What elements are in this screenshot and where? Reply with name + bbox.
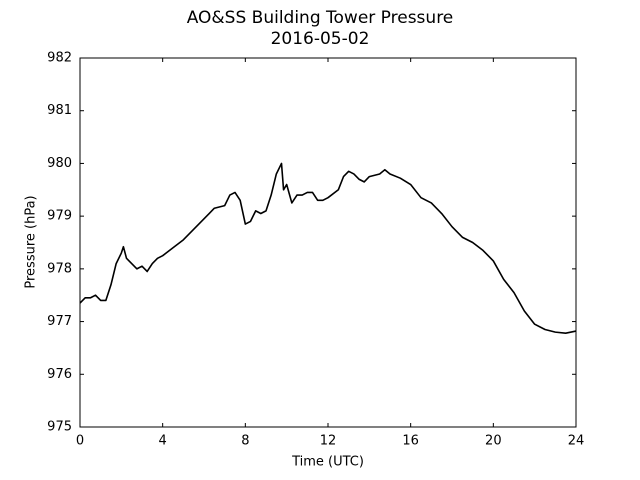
x-tick-label: 16	[402, 434, 419, 449]
y-axis-label: Pressure (hPa)	[24, 195, 39, 288]
chart-title: AO&SS Building Tower Pressure	[187, 8, 454, 28]
y-tick-label: 975	[47, 420, 72, 435]
chart-subtitle: 2016-05-02	[271, 29, 370, 49]
y-tick-label: 977	[47, 314, 72, 329]
data-line	[79, 162, 577, 334]
x-tick-label: 12	[320, 434, 337, 449]
y-tick-label: 979	[47, 209, 72, 224]
x-tick-label: 4	[159, 434, 167, 449]
x-tick-label: 8	[241, 434, 249, 449]
y-tick-label: 981	[47, 103, 72, 118]
y-tick-label: 982	[47, 51, 72, 66]
x-tick-label: 24	[568, 434, 585, 449]
plot-frame	[79, 57, 577, 428]
x-tick-label: 20	[485, 434, 502, 449]
x-tick-label: 0	[76, 434, 84, 449]
y-tick-label: 980	[47, 156, 72, 171]
y-tick-label: 978	[47, 261, 72, 276]
y-tick-label: 976	[47, 367, 72, 382]
x-axis-label: Time (UTC)	[291, 455, 364, 470]
